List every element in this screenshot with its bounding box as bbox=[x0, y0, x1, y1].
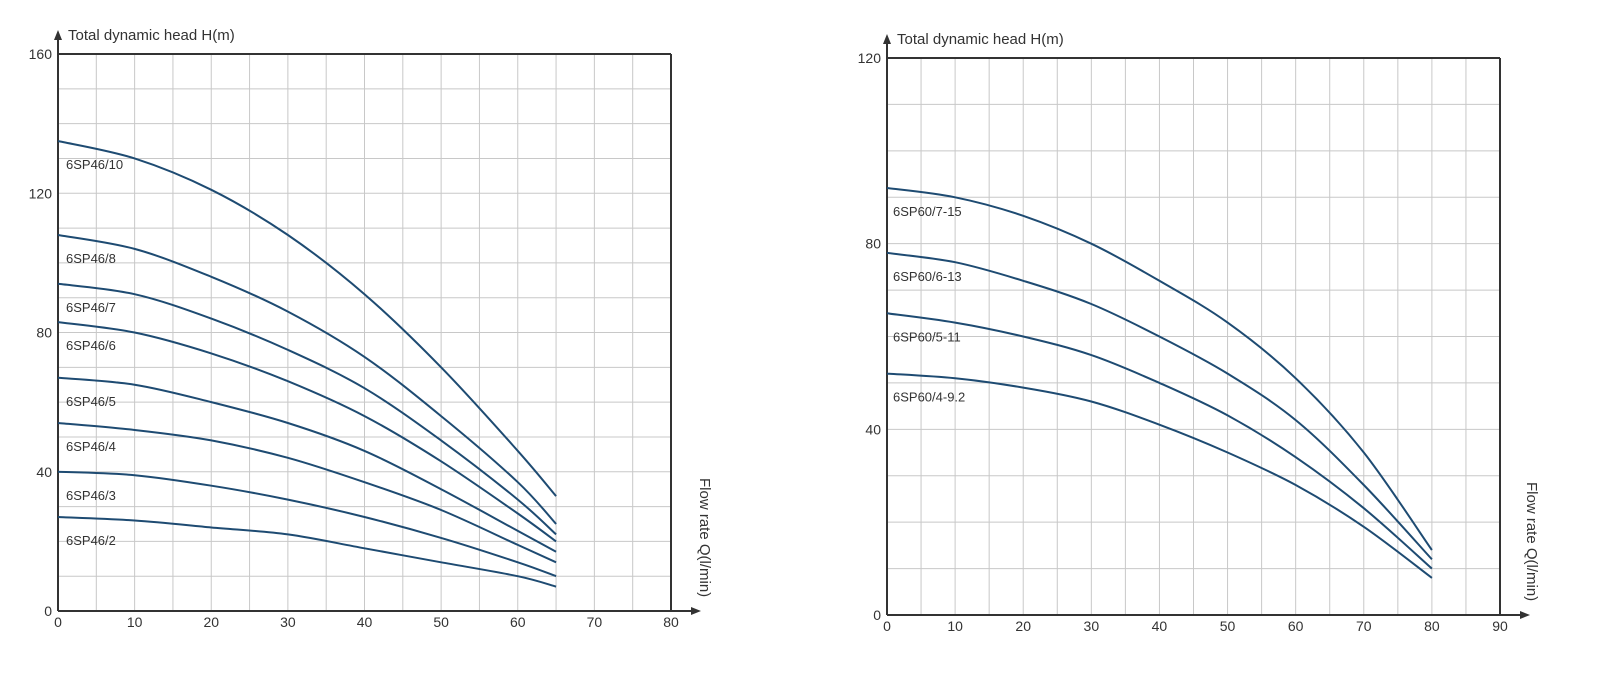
series-line bbox=[886, 187, 1433, 551]
x-axis-arrow bbox=[1520, 611, 1530, 619]
chart-6sp60: 0 10 20 30 40 50 60 70 80 90 0 40 80 120 Total dynamic… bbox=[858, 31, 1540, 634]
x-tick-label: 10 bbox=[947, 618, 963, 634]
x-tick-label: 60 bbox=[1288, 618, 1304, 634]
x-tick-label: 60 bbox=[510, 614, 526, 630]
y-axis-title: Total dynamic head H(m) bbox=[897, 31, 1064, 48]
y-tick-label: 160 bbox=[29, 46, 53, 62]
x-tick-label: 50 bbox=[433, 614, 449, 630]
x-tick-label: 20 bbox=[1015, 618, 1031, 634]
series-line bbox=[57, 422, 557, 564]
series-label: 6SP46/8 bbox=[66, 251, 116, 266]
series-line bbox=[886, 372, 1433, 579]
series-label: 6SP60/4-9.2 bbox=[893, 390, 965, 405]
x-tick-label: 0 bbox=[883, 618, 891, 634]
x-tick-label: 50 bbox=[1220, 618, 1236, 634]
series-label: 6SP46/3 bbox=[66, 488, 116, 503]
series-label: 6SP60/7-15 bbox=[893, 204, 962, 219]
y-tick-label: 120 bbox=[858, 50, 882, 66]
y-tick-label: 80 bbox=[36, 325, 52, 341]
x-tick-label: 30 bbox=[280, 614, 296, 630]
series-line bbox=[57, 321, 557, 543]
x-tick-label: 80 bbox=[1424, 618, 1440, 634]
x-tick-label: 90 bbox=[1492, 618, 1508, 634]
y-tick-label: 0 bbox=[873, 607, 881, 623]
y-tick-label: 0 bbox=[44, 603, 52, 619]
y-axis-arrow bbox=[883, 34, 891, 44]
x-tick-label: 20 bbox=[203, 614, 219, 630]
x-tick-label: 40 bbox=[1152, 618, 1168, 634]
y-axis-arrow bbox=[54, 30, 62, 40]
series-line bbox=[57, 234, 557, 525]
series-line bbox=[57, 282, 557, 536]
y-axis-title: Total dynamic head H(m) bbox=[68, 27, 235, 44]
series-label: 6SP46/10 bbox=[66, 157, 123, 172]
chart-6sp46: 0 10 20 30 40 50 60 70 80 0 40 80 120 160 Total dynami… bbox=[29, 27, 713, 630]
series-label: 6SP46/4 bbox=[66, 439, 116, 454]
x-tick-label: 80 bbox=[663, 614, 679, 630]
x-tick-label: 40 bbox=[357, 614, 373, 630]
series-label: 6SP46/6 bbox=[66, 338, 116, 353]
x-axis-title: Flow rate Q(l/min) bbox=[696, 478, 713, 597]
series-label: 6SP46/2 bbox=[66, 533, 116, 548]
grid bbox=[57, 53, 672, 612]
series-line bbox=[57, 140, 557, 497]
x-tick-label: 10 bbox=[127, 614, 143, 630]
x-tick-label: 30 bbox=[1084, 618, 1100, 634]
series-label: 6SP46/5 bbox=[66, 394, 116, 409]
series-label: 6SP46/7 bbox=[66, 300, 116, 315]
y-tick-label: 120 bbox=[29, 185, 53, 201]
series-line bbox=[886, 251, 1433, 560]
series-line bbox=[57, 376, 557, 553]
series-label: 6SP60/5-11 bbox=[893, 329, 961, 344]
series-line bbox=[57, 516, 557, 588]
series-line bbox=[886, 312, 1433, 570]
y-tick-label: 80 bbox=[865, 236, 881, 252]
x-axis-title: Flow rate Q(l/min) bbox=[1523, 482, 1540, 601]
y-tick-label: 40 bbox=[36, 464, 52, 480]
x-tick-label: 70 bbox=[1356, 618, 1372, 634]
series-label: 6SP60/6-13 bbox=[893, 269, 962, 284]
y-tick-label: 40 bbox=[865, 421, 881, 437]
x-tick-label: 70 bbox=[587, 614, 603, 630]
x-tick-label: 0 bbox=[54, 614, 62, 630]
series-line bbox=[57, 470, 557, 578]
x-axis-arrow bbox=[691, 607, 701, 615]
